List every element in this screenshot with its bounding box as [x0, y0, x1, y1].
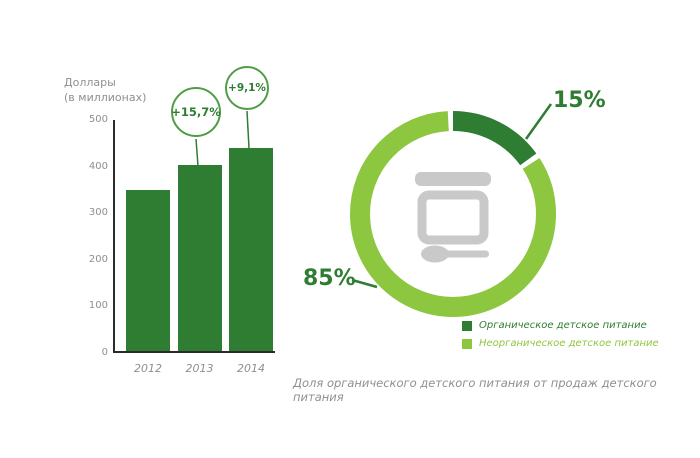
legend-item-organic: Органическое детское питание	[462, 320, 659, 331]
x-tick-label: 2014	[237, 362, 265, 375]
jar-body-shape	[417, 190, 489, 245]
donut-chart	[350, 111, 556, 317]
inorganic-percent-label: 85%	[303, 266, 356, 291]
baby-food-jar-spoon-icon	[415, 172, 491, 263]
y-tick-label: 400	[88, 160, 108, 172]
legend-label-organic: Органическое детское питание	[479, 320, 647, 331]
jar-lid-shape	[415, 172, 491, 186]
donut-segment-inorganic	[350, 111, 556, 317]
y-tick-label: 200	[88, 253, 108, 265]
spoon-handle-shape	[441, 250, 489, 258]
x-tick-label: 2013	[185, 362, 214, 375]
y-axis-title-line1: Доллары	[64, 76, 116, 89]
callout-2013-label: +15,7%	[171, 105, 221, 119]
donut-segment-organic	[350, 111, 556, 317]
y-axis-title: Доллары (в миллионах)	[64, 76, 146, 106]
legend-swatch-organic	[462, 320, 472, 331]
y-tick-label: 0	[101, 347, 108, 358]
legend-item-inorganic: Неорганическое детское питание	[462, 338, 659, 349]
bar-plot-area: 0 100 200 300 400 500 2012 2013 2014	[89, 114, 275, 375]
organic-percent-label: 15%	[553, 88, 606, 113]
bar-2013	[177, 165, 222, 351]
callout-bubble-2014: +9,1%	[225, 66, 269, 110]
callout-bubble-2013: +15,7%	[171, 87, 221, 137]
y-tick-label: 300	[88, 207, 108, 219]
bar-2012	[126, 190, 170, 351]
x-tick-label: 2012	[134, 362, 162, 375]
legend-label-inorganic: Неорганическое детское питание	[479, 338, 659, 349]
y-tick-label: 100	[88, 300, 108, 312]
donut-legend: Органическое детское питание Неорганичес…	[462, 320, 659, 349]
y-tick-label: 500	[88, 114, 108, 125]
spoon-bowl-shape	[421, 245, 449, 263]
callout-2014-label: +9,1%	[228, 82, 266, 94]
bar-2014	[229, 148, 273, 351]
legend-swatch-inorganic	[462, 338, 472, 349]
donut-caption: Доля органического детского питания от п…	[293, 376, 657, 404]
y-axis-title-line2: (в миллионах)	[64, 90, 147, 104]
